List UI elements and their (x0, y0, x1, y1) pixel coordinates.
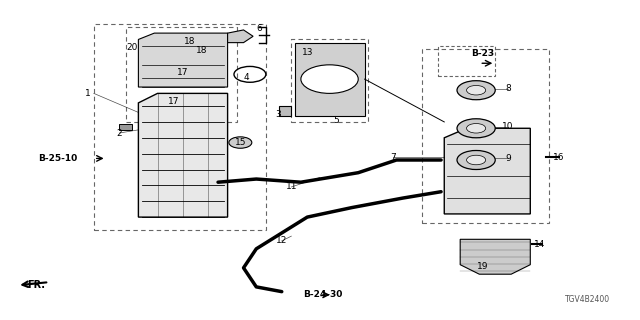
Circle shape (301, 65, 358, 93)
Circle shape (457, 81, 495, 100)
Text: 2: 2 (116, 129, 122, 138)
Polygon shape (444, 128, 531, 214)
Polygon shape (138, 93, 228, 217)
Text: 1: 1 (84, 89, 90, 98)
Text: B-24-30: B-24-30 (303, 290, 343, 299)
Text: 13: 13 (301, 48, 313, 57)
Text: 17: 17 (168, 97, 179, 106)
Text: 9: 9 (505, 154, 511, 163)
Text: FR.: FR. (28, 280, 45, 290)
Text: TGV4B2400: TGV4B2400 (565, 295, 610, 304)
Text: 11: 11 (285, 182, 297, 191)
Text: 6: 6 (257, 24, 262, 33)
Circle shape (229, 137, 252, 148)
Polygon shape (460, 239, 531, 274)
Text: 19: 19 (477, 262, 488, 271)
Text: 10: 10 (502, 122, 514, 131)
Polygon shape (294, 43, 365, 116)
Text: 4: 4 (244, 73, 250, 82)
Text: 8: 8 (505, 84, 511, 93)
Text: 15: 15 (235, 138, 246, 147)
Circle shape (457, 150, 495, 170)
Circle shape (467, 155, 486, 165)
Text: B-23: B-23 (471, 49, 494, 58)
Polygon shape (278, 106, 291, 116)
Circle shape (457, 119, 495, 138)
Text: 14: 14 (534, 240, 545, 249)
Circle shape (467, 85, 486, 95)
Text: 7: 7 (390, 153, 396, 162)
Text: 5: 5 (333, 116, 339, 125)
Text: 18: 18 (184, 36, 195, 45)
Text: B-25-10: B-25-10 (38, 154, 77, 163)
Polygon shape (119, 124, 132, 130)
Polygon shape (228, 30, 253, 43)
Text: 16: 16 (553, 153, 564, 162)
Text: 3: 3 (276, 109, 282, 118)
Text: 12: 12 (276, 236, 287, 245)
Polygon shape (138, 33, 228, 87)
Text: 20: 20 (126, 43, 138, 52)
Circle shape (467, 124, 486, 133)
Text: 18: 18 (196, 46, 208, 55)
Text: 17: 17 (177, 68, 189, 77)
